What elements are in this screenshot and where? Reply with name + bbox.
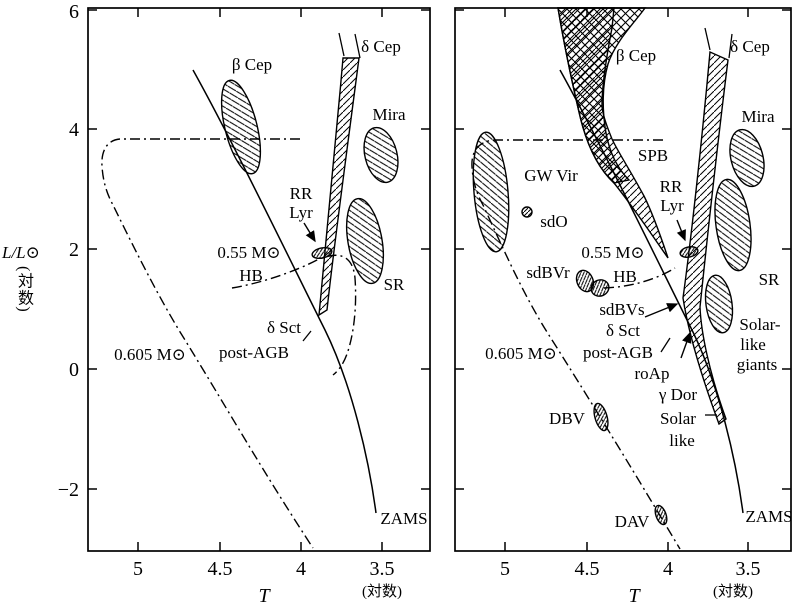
x-tick: 4 [296,558,306,580]
label-sdo: sdO [540,212,567,231]
rr-lyr-region [311,246,333,260]
sdbv-region-2 [590,279,610,297]
y-axis-title: L/L⊙ [1,243,40,262]
label-m055: 0.55 M⊙ [217,243,280,262]
label-solar-giants-2: like [740,335,766,354]
label-rr: RR [290,184,313,203]
left-hb-track [231,254,357,376]
mira-region [363,126,399,184]
label-m0605: 0.605 M⊙ [114,345,186,364]
x-tick: 4 [663,558,673,580]
x-tick: 4.5 [575,558,600,580]
y-axis-units: (対数) [15,266,32,313]
x-tick: 3.5 [736,558,761,580]
label-post-agb: post-AGB [583,343,653,362]
sr-region [345,197,385,285]
x-tick: 3.5 [370,558,395,580]
strip-whisker-left [338,32,345,57]
rr-lyr-region [679,246,699,258]
x-axis-units: (対数) [362,583,402,600]
y-axis-labels: 6 4 2 0 −2 L/L⊙ [1,1,79,501]
label-dbv: DBV [549,409,586,428]
right-postagb-wd-track [471,139,681,550]
dav-region [654,504,668,526]
solar-like-giants-region [704,274,734,334]
label-spb: SPB [638,146,668,165]
y-tick: 2 [69,239,79,261]
label-solar: Solar [660,409,696,428]
label-m055: 0.55 M⊙ [581,243,644,262]
left-panel: β Cep δ Cep Mira RR Lyr 0.55 M⊙ HB SR δ … [87,7,431,606]
x-tick: 4.5 [208,558,233,580]
delta-cep-strip [318,57,360,317]
rr-lyr-arrow [676,219,686,242]
label-zams: ZAMS [380,509,427,528]
right-panel: β Cep SPB δ Cep Mira GW Vir sdO RR Lyr 0… [454,7,793,606]
label-lyr: Lyr [660,196,684,215]
sdbvs-arrow [644,303,679,318]
beta-cep-region [557,7,647,184]
right-hb-track [603,267,676,289]
label-m0605: 0.605 M⊙ [485,344,557,363]
gw-vir-region [472,131,510,253]
left-ticks [88,8,430,551]
label-roap: roAp [635,364,670,383]
label-dav: DAV [615,512,650,531]
y-tick: 4 [69,119,79,141]
label-solar-giants-1: Solar- [739,315,781,334]
mira-region [729,128,765,188]
x-axis-units: (対数) [713,583,753,600]
post-agb-leader [660,337,671,353]
strip-whisker-right [354,33,361,59]
label-beta-cep: β Cep [232,55,272,74]
x-tick: 5 [500,558,510,580]
right-ticks [455,8,791,551]
sr-region [714,178,752,272]
y-tick: 6 [69,1,79,23]
x-tick: 5 [133,558,143,580]
label-zams: ZAMS [745,507,792,526]
y-tick: 0 [69,359,79,381]
left-axes-box [87,7,431,552]
label-solar-giants-3: giants [737,355,778,374]
label-beta-cep: β Cep [616,46,656,65]
dbv-region [593,402,609,432]
beta-cep-region [220,79,262,175]
label-mira: Mira [372,105,406,124]
roap-arrow [680,331,692,359]
label-lyr: Lyr [289,203,313,222]
strip-whisker-right [728,33,733,59]
x-axis-title: T [258,585,271,606]
strip-whisker-left [704,27,711,51]
label-hb: HB [239,266,263,285]
label-gamma-dor: γ Dor [658,385,698,404]
label-delta-cep: δ Cep [730,37,770,56]
delta-cep-strip [682,50,729,426]
label-rr: RR [660,177,683,196]
sdo-region [521,206,533,218]
label-mira: Mira [741,107,775,126]
label-gw-vir: GW Vir [524,166,578,185]
label-solar-like: like [669,431,695,450]
label-post-agb: post-AGB [219,343,289,362]
label-hb: HB [613,267,637,286]
label-sr: SR [384,275,405,294]
label-delta-cep: δ Cep [361,37,401,56]
label-sdbvr: sdBVr [526,263,570,282]
label-sdbvs: sdBVs [599,300,644,319]
post-agb-leader [302,330,312,342]
left-postagb-wd-track [101,138,314,549]
rr-lyr-arrow [303,222,316,243]
label-delta-sct: δ Sct [267,318,301,337]
x-axis-title: T [628,585,641,606]
y-tick: −2 [58,479,79,501]
sdbv-region-1 [575,269,595,293]
label-delta-sct: δ Sct [606,321,640,340]
label-sr: SR [759,270,780,289]
